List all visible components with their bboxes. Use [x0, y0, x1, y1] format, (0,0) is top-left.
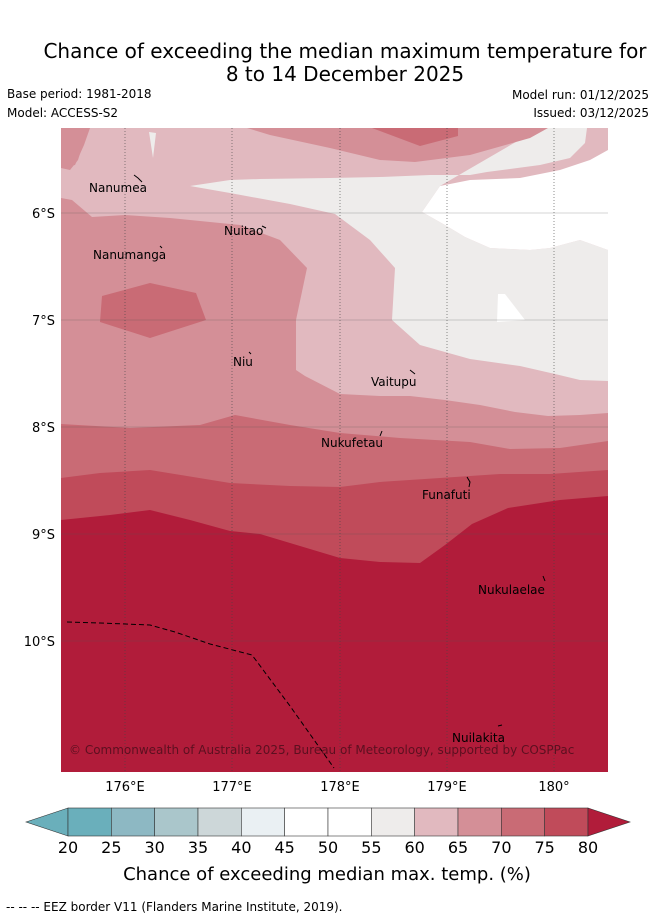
- place-label-nukulaelae: Nukulaelae: [478, 583, 545, 597]
- colorbar-segment: [457, 807, 502, 837]
- colorbar: 20 25 30 35 40 45 50 55 60 65 70 75 80 Chance of exc…: [25, 807, 631, 885]
- lon-tick-178: 178°E: [320, 780, 360, 795]
- colorbar-segment: [284, 807, 329, 837]
- copyright-notice: © Commonwealth of Australia 2025, Bureau…: [69, 743, 574, 757]
- colorbar-labels: 20 25 30 35 40 45 50 55 60 65 70 75 80: [58, 838, 598, 857]
- lat-tick-labels: 6°S 7°S 8°S 9°S 10°S: [24, 207, 55, 650]
- band-55-60-patch: [149, 132, 156, 158]
- colorbar-label: 75: [534, 838, 554, 857]
- island-nuilakita: [497, 724, 503, 727]
- colorbar-label: 40: [231, 838, 251, 857]
- colorbar-segment: [111, 807, 155, 837]
- colorbar-segment: [501, 807, 545, 837]
- place-label-vaitupu: Vaitupu: [371, 375, 417, 389]
- colorbar-title: Chance of exceeding median max. temp. (%…: [123, 864, 531, 885]
- colorbar-label: 25: [101, 838, 121, 857]
- lon-tick-176: 176°E: [105, 780, 145, 795]
- issued-date: Issued: 03/12/2025: [533, 106, 649, 120]
- lon-tick-labels: 176°E 177°E 178°E 179°E 180°: [105, 780, 569, 795]
- colorbar-segment: [67, 807, 112, 837]
- colorbar-label: 45: [274, 838, 294, 857]
- lon-tick-179: 179°E: [427, 780, 467, 795]
- colorbar-segment: [544, 807, 589, 837]
- colorbar-extend-low: [25, 807, 69, 837]
- band-50-55-patch-2: [500, 186, 508, 202]
- colorbar-extend-high: [587, 807, 631, 837]
- colorbar-label: 60: [404, 838, 424, 857]
- island-nukufetau: [379, 430, 383, 437]
- title-line-1: Chance of exceeding the median maximum t…: [43, 39, 647, 63]
- colorbar-label: 35: [188, 838, 208, 857]
- place-label-niu: Niu: [233, 355, 253, 369]
- band-65-70-patch: [61, 128, 88, 170]
- lat-tick-7s: 7°S: [32, 314, 55, 329]
- island-nuitao: [261, 225, 267, 229]
- colorbar-label: 65: [448, 838, 468, 857]
- model-name: Model: ACCESS-S2: [7, 106, 119, 120]
- place-label-nanumea: Nanumea: [89, 181, 147, 195]
- colorbar-label: 20: [58, 838, 78, 857]
- island-niu: [248, 351, 252, 355]
- meridians: [124, 128, 555, 772]
- place-label-nukufetau: Nukufetau: [321, 436, 383, 450]
- colorbar-segment: [154, 807, 199, 837]
- colorbar-label: 55: [361, 838, 381, 857]
- band-70-75-patch-3: [372, 128, 458, 146]
- band-70-75-patch: [100, 283, 206, 338]
- island-nanumanga: [159, 245, 163, 249]
- base-period: Base period: 1981-2018: [7, 87, 152, 101]
- eez-legend-note: -- -- -- EEZ border V11 (Flanders Marine…: [6, 900, 343, 914]
- colorbar-segments: [67, 807, 589, 837]
- colorbar-segment: [241, 807, 285, 837]
- lat-tick-6s: 6°S: [32, 207, 55, 222]
- island-vaitupu: [409, 369, 416, 375]
- island-nukulaelae: [542, 575, 546, 582]
- lat-tick-9s: 9°S: [32, 528, 55, 543]
- islands: [133, 174, 546, 727]
- place-label-funafuti: Funafuti: [422, 488, 471, 502]
- parallels: [61, 212, 608, 642]
- lat-tick-8s: 8°S: [32, 421, 55, 436]
- title-line-2: 8 to 14 December 2025: [225, 62, 465, 86]
- colorbar-label: 50: [318, 838, 338, 857]
- place-label-nuilakita: Nuilakita: [452, 731, 505, 745]
- contour-fills: Nanumea Nuitao Nanumanga Niu Vaitupu Nuk…: [61, 128, 608, 772]
- eez-border: [66, 621, 335, 769]
- island-funafuti: [466, 476, 471, 488]
- band-65-70-patch-2: [247, 128, 548, 162]
- colorbar-segment: [327, 807, 372, 837]
- band-50-55: [422, 150, 608, 250]
- place-label-nuitao: Nuitao: [224, 224, 263, 238]
- colorbar-label: 30: [144, 838, 164, 857]
- lon-tick-177: 177°E: [212, 780, 252, 795]
- colorbar-segment: [414, 807, 459, 837]
- lat-tick-10s: 10°S: [24, 635, 55, 650]
- lon-tick-180: 180°: [538, 780, 569, 795]
- colorbar-segment: [371, 807, 415, 837]
- model-run: Model run: 01/12/2025: [511, 88, 649, 102]
- band-50-55-patch: [497, 294, 525, 322]
- colorbar-label: 80: [578, 838, 598, 857]
- map-title: Chance of exceeding the median maximum t…: [0, 40, 655, 86]
- colorbar-segment: [197, 807, 242, 837]
- colorbar-label: 70: [491, 838, 511, 857]
- island-nanumea: [133, 174, 143, 183]
- place-label-nanumanga: Nanumanga: [93, 248, 166, 262]
